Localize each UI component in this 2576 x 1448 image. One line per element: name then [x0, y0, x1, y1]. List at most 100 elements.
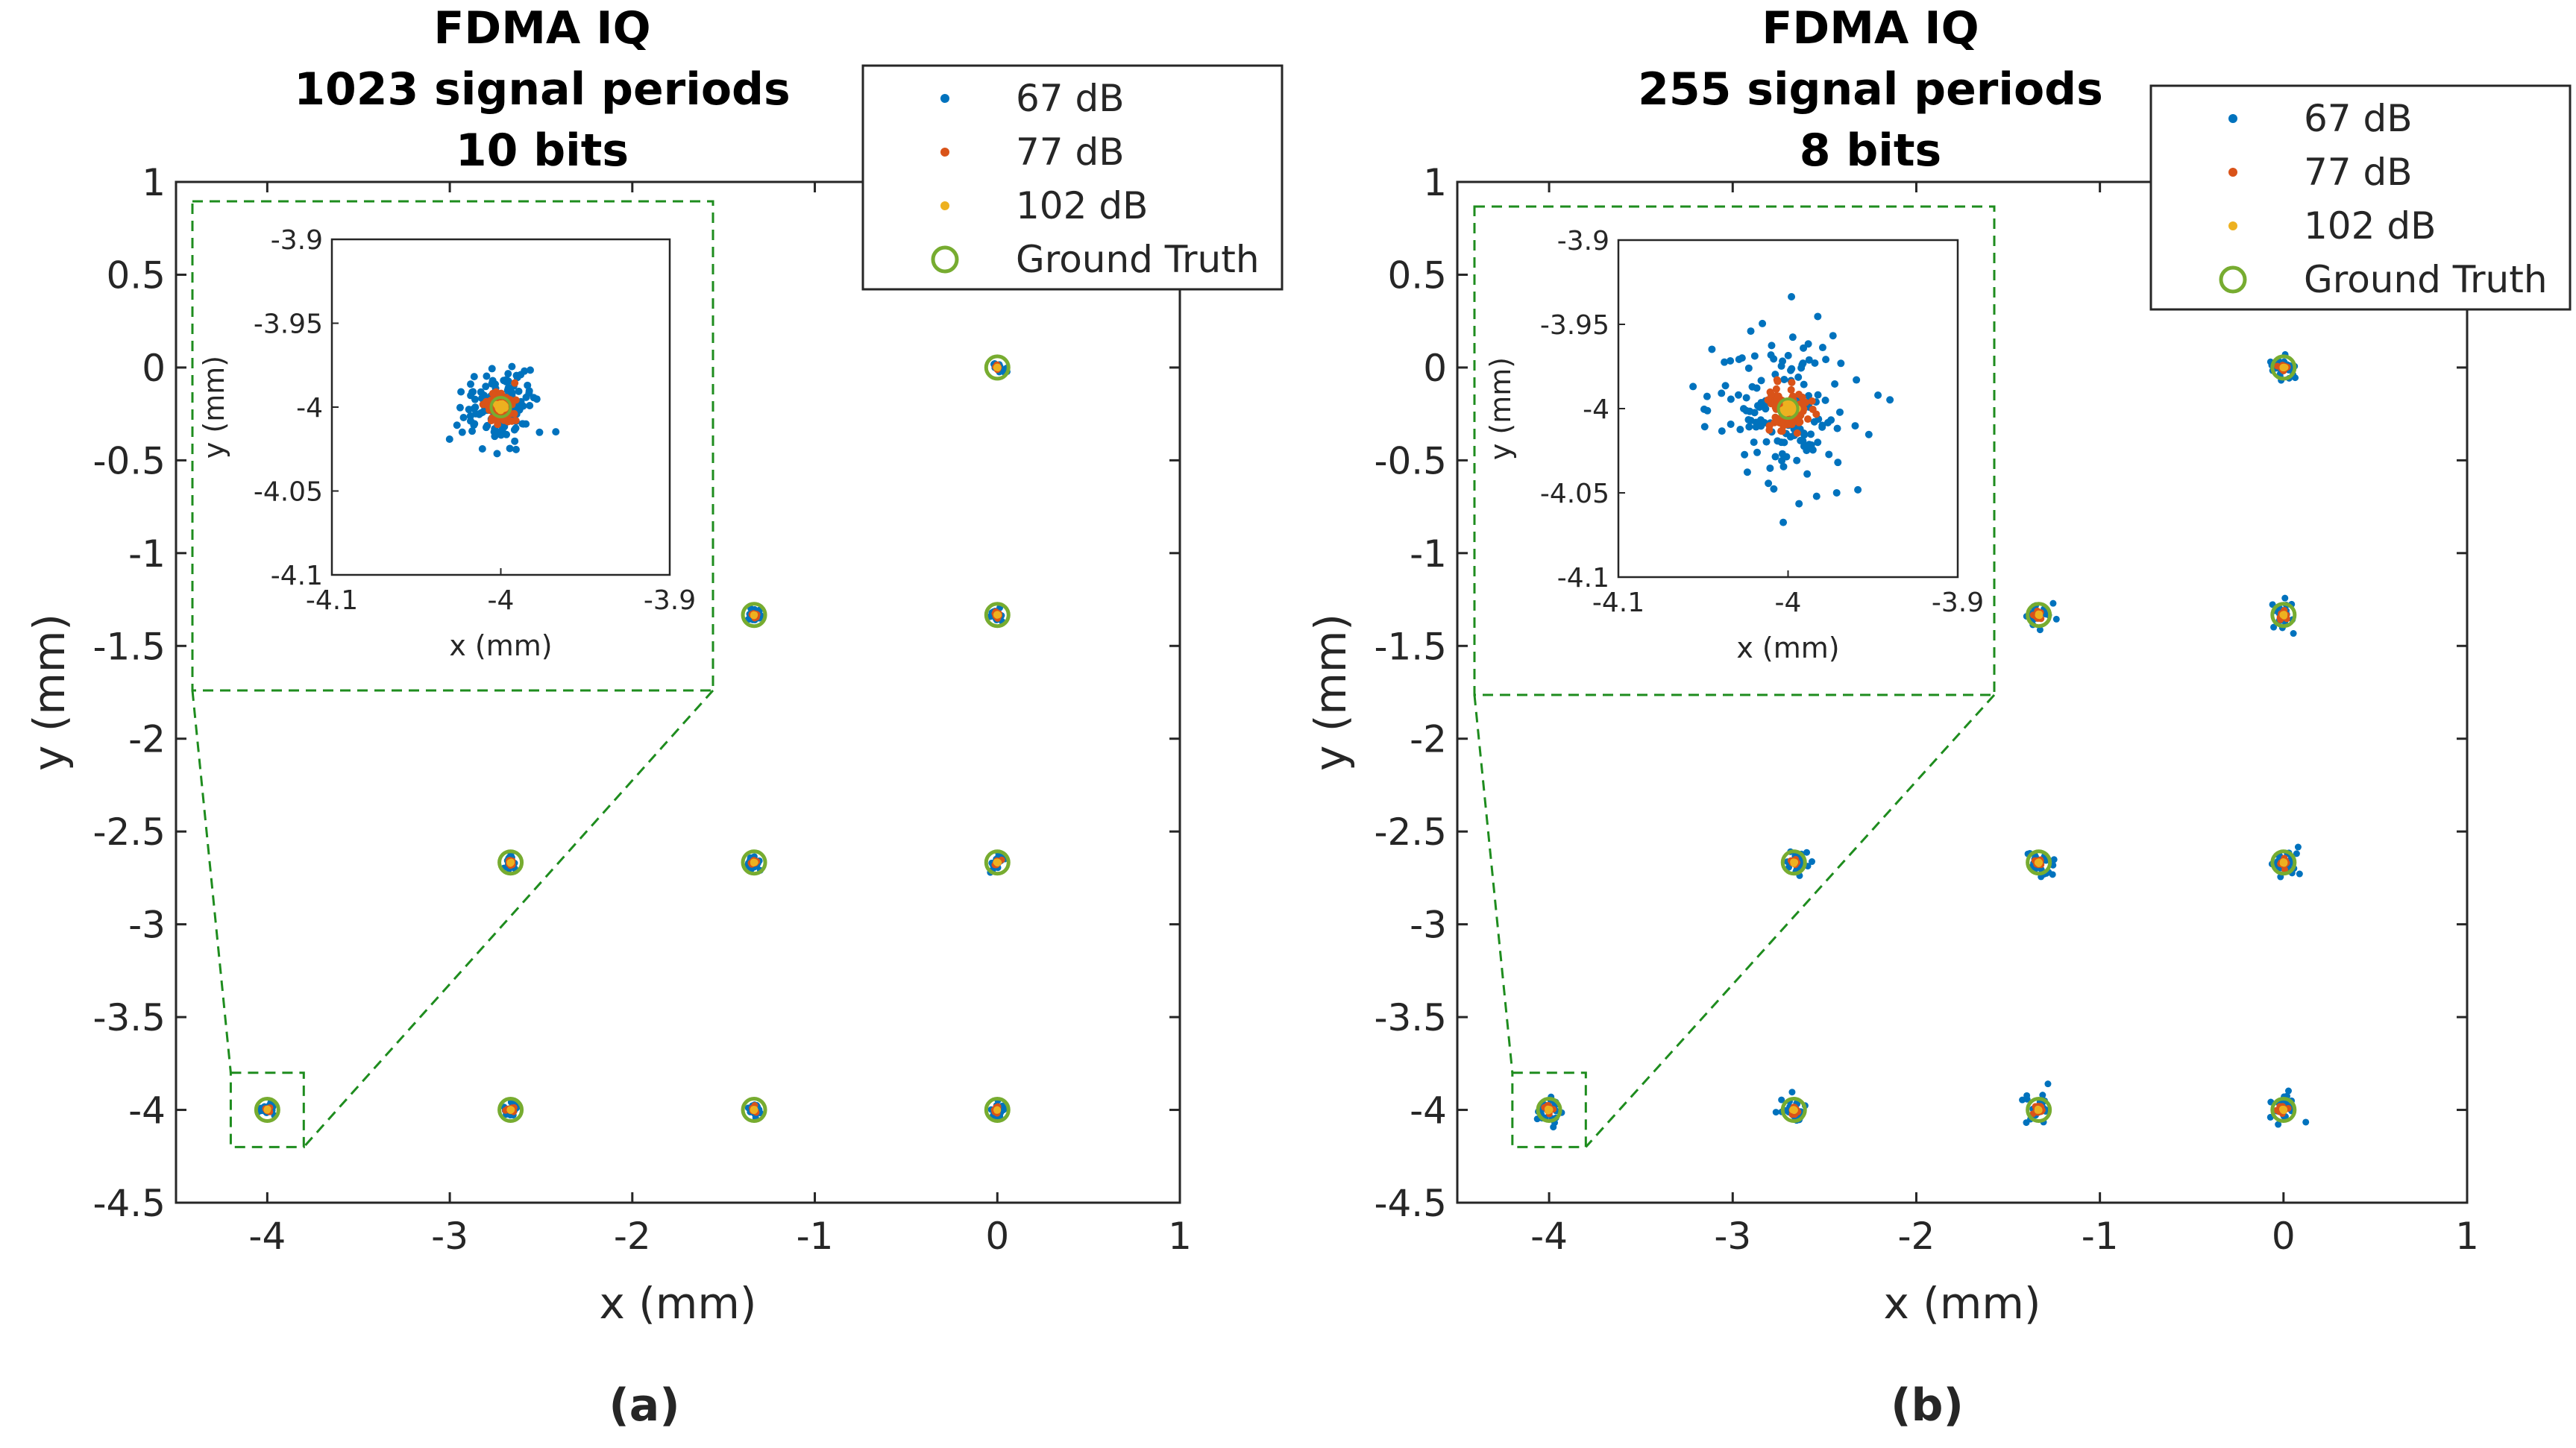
y-tick-label-a-0: 1: [142, 161, 166, 204]
inset-point-67dB-b-147: [1750, 352, 1759, 360]
point-102dB-b-6-13: [2279, 858, 2287, 866]
point-102dB-b-1-13: [1791, 1107, 1798, 1114]
inset-point-67dB-b-36: [1851, 422, 1859, 430]
point-102dB-a-8-13: [995, 611, 1002, 619]
inset-point-67dB-b-114: [1794, 373, 1803, 381]
inset-x-tick-label-b-0: -4.1: [1592, 588, 1644, 618]
ground-truth-marker-a-8: [984, 602, 1011, 629]
point-102dB-a-4-13: [507, 859, 515, 866]
inset-point-67dB-b-146: [1803, 447, 1811, 455]
chart-title-line-a-1: FDMA IQ: [433, 2, 650, 54]
inset-point-67dB-b-87: [1762, 438, 1771, 446]
inset-y-tick-label-a-0: -3.9: [271, 225, 323, 256]
inset-point-67dB-b-78: [1721, 382, 1730, 390]
inset-point-67dB-a-145: [467, 380, 475, 388]
ground-truth-marker-b-7: [2026, 602, 2052, 629]
x-tick-label-a-1: -3: [431, 1215, 468, 1258]
ground-truth-marker-b-9: [2270, 354, 2297, 381]
y-tick-label-a-5: -1.5: [92, 625, 166, 668]
point-67dB-b-7-11: [2049, 599, 2057, 607]
panel-a: FDMA IQ 1023 signal periods 10 bits -4 -3 -2 -…: [24, 2, 1284, 1432]
inset-point-67dB-b-137: [1765, 479, 1773, 488]
inset-point-77dB-b-78: [1779, 420, 1787, 428]
point-102dB-a-2-13: [750, 1106, 758, 1113]
inset-y-tick-label-b-4: -4.1: [1557, 563, 1609, 594]
axes-frame-a: [175, 180, 1181, 1204]
point-102dB-b-0-13: [1545, 1107, 1553, 1114]
y-tick-label-a-2: 0: [142, 347, 166, 390]
inset-point-67dB-b-7: [1805, 356, 1813, 364]
legend-marker-a-1: [940, 148, 949, 157]
point-102dB-a-9-13: [994, 364, 1002, 371]
y-axis-label-b: y (mm): [1305, 614, 1356, 771]
inset-point-67dB-b-89: [1753, 448, 1762, 456]
point-102dB-b-8-13: [2280, 611, 2287, 619]
point-67dB-b-2-8: [2023, 1092, 2031, 1099]
inset-ground-truth-marker-b: [1777, 397, 1800, 420]
ground-truth-marker-b-2: [2026, 1097, 2052, 1124]
y-axis-label-a: y (mm): [24, 614, 75, 771]
inset-y-tick-label-b-0: -3.9: [1557, 226, 1609, 256]
inset-point-67dB-b-86: [1766, 464, 1774, 472]
point-67dB-b-1-4: [1778, 1096, 1785, 1104]
y-tick-label-a-1: 0.5: [106, 254, 166, 297]
ground-truth-marker-a-1: [497, 1097, 524, 1124]
inset-point-67dB-a-1: [470, 373, 478, 381]
legend-marker-b-2: [2228, 221, 2237, 230]
inset-point-67dB-b-18: [1874, 391, 1882, 400]
inset-point-67dB-b-11: [1700, 423, 1709, 431]
legend-label-b-3: Ground Truth: [2304, 258, 2548, 301]
x-axis-label-a: x (mm): [599, 1278, 756, 1329]
inset-frame-b: [1473, 205, 1996, 696]
inset-point-77dB-b-92: [1772, 385, 1780, 393]
inset-point-77dB-b-107: [1788, 421, 1796, 429]
zoom-connector-left-b: [1473, 694, 1514, 1073]
ground-truth-marker-b-8: [2270, 602, 2297, 629]
x-tick-label-a-4: 0: [985, 1215, 1009, 1258]
inset-point-67dB-b-85: [1793, 456, 1801, 465]
point-102dB-b-9-13: [2279, 364, 2287, 371]
inset-point-67dB-b-80: [1809, 446, 1817, 454]
x-axis-label-b: x (mm): [1883, 1278, 2041, 1329]
inset-point-77dB-b-103: [1793, 429, 1801, 437]
legend-label-a-2: 102 dB: [1016, 184, 1148, 227]
inset-x-tick-label-b-2: -3.9: [1932, 588, 1984, 618]
inset-point-67dB-a-136: [468, 388, 477, 397]
inset-point-67dB-a-53: [457, 388, 465, 396]
point-67dB-b-4-5: [1809, 858, 1816, 866]
point-67dB-b-6-2: [2296, 870, 2303, 878]
inset-y-tick-label-b-1: -3.95: [1540, 310, 1609, 341]
inset-point-77dB-b-79: [1773, 417, 1781, 425]
inset-point-102dB-b-39: [1783, 402, 1791, 410]
inset-point-67dB-b-132: [1735, 355, 1743, 363]
inset-point-67dB-b-39: [1739, 405, 1747, 413]
zoom-connector-right-b: [1585, 693, 1996, 1148]
panel-b: FDMA IQ 255 signal periods 8 bits -4 -3 -2 -1 0…: [1305, 2, 2572, 1432]
inset-point-67dB-b-145: [1807, 430, 1815, 438]
y-tick-label-b-10: -4: [1410, 1089, 1447, 1133]
inset-point-67dB-a-35: [512, 445, 520, 453]
inset-point-67dB-b-95: [1834, 459, 1842, 467]
inset-point-77dB-b-33: [1787, 385, 1795, 394]
inset-point-67dB-a-30: [504, 370, 512, 378]
y-tick-label-b-1: 0.5: [1387, 254, 1447, 297]
point-67dB-b-2-20: [2023, 1119, 2030, 1127]
y-tick-label-b-9: -3.5: [1374, 996, 1447, 1039]
inset-point-67dB-b-0: [1747, 327, 1755, 336]
point-102dB-b-3-13: [2280, 1106, 2287, 1113]
ground-truth-marker-a-6: [984, 849, 1011, 876]
inset-point-67dB-b-79: [1811, 359, 1819, 367]
inset-point-67dB-a-93: [471, 403, 480, 412]
inset-point-67dB-b-65: [1886, 396, 1894, 404]
inset-y-tick-label-a-2: -4: [296, 393, 323, 424]
inset-x-tick-label-a-0: -4.1: [306, 585, 358, 616]
chart-title-line-b-1: FDMA IQ: [1762, 2, 1979, 54]
inset-point-67dB-b-100: [1812, 492, 1821, 500]
point-102dB-b-4-13: [1791, 860, 1798, 867]
x-tick-label-b-1: -3: [1714, 1215, 1751, 1258]
inset-point-67dB-b-54: [1774, 437, 1782, 445]
inset-y-tick-label-b-3: -4.05: [1540, 479, 1609, 509]
ground-truth-marker-b-6: [2270, 849, 2297, 876]
inset-point-67dB-b-120: [1788, 333, 1797, 341]
